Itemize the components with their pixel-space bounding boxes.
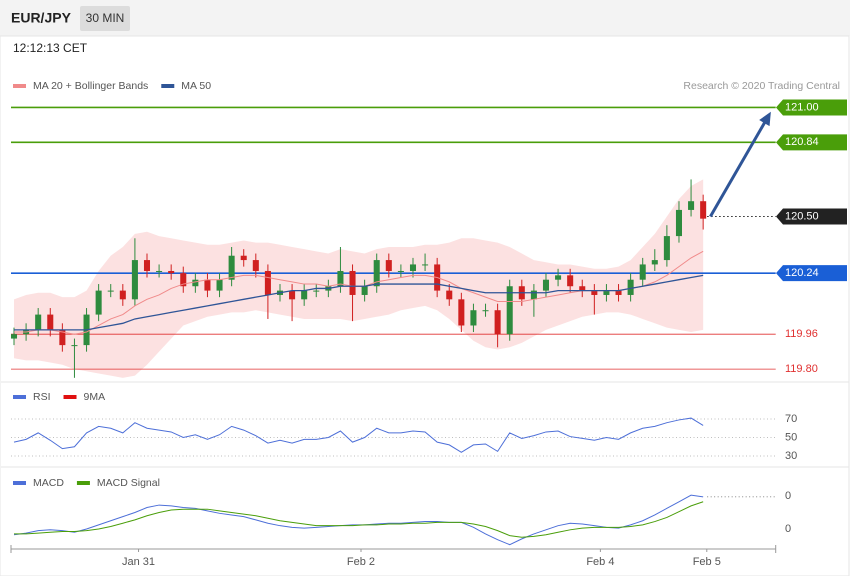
legend-swatch (13, 84, 26, 88)
forecast-arrow-head (759, 111, 771, 127)
x-tick-label: Jan 31 (122, 556, 155, 568)
candle-body (651, 260, 658, 265)
candle-body (458, 299, 465, 326)
forecast-arrow (709, 119, 768, 218)
level-label: 119.80 (785, 363, 818, 375)
level-tag (776, 265, 847, 282)
legend-swatch (13, 481, 26, 485)
candle-body (59, 329, 66, 346)
candle-body (494, 310, 501, 335)
timestamp: 12:12:13 CET (13, 41, 88, 55)
legend-label: RSI (33, 391, 51, 403)
candle-body (216, 279, 223, 291)
candle-body (470, 310, 477, 326)
candle-body (361, 286, 368, 295)
x-tick-label: Feb 5 (693, 556, 721, 568)
candle-body (349, 270, 356, 295)
candle-body (180, 273, 187, 287)
candle-body (373, 260, 380, 287)
level-tag (776, 99, 847, 116)
bollinger-band (14, 179, 704, 378)
candle-body (143, 260, 151, 271)
y-tick-label: 50 (785, 431, 797, 443)
legend-swatch (13, 395, 26, 399)
candle-body (627, 279, 634, 295)
candle-body (107, 290, 114, 292)
candle-body (639, 264, 646, 280)
candle-body (71, 345, 78, 347)
candle-body (313, 290, 320, 292)
x-tick-label: Feb 4 (586, 556, 614, 568)
header-bar (0, 0, 850, 36)
level-tag (776, 134, 847, 151)
candle-body (603, 290, 610, 295)
candle-body (47, 314, 54, 330)
candle-body (700, 201, 707, 219)
x-tick-label: Feb 2 (347, 556, 375, 568)
level-label: 120.24 (785, 267, 819, 279)
level-label: 121.00 (785, 101, 819, 113)
candle-body (204, 279, 211, 291)
candle-body (95, 290, 102, 315)
y-tick-label: 30 (785, 450, 797, 462)
legend-label: MA 50 (181, 80, 211, 92)
interval[interactable]: 30 MIN (86, 11, 125, 25)
candle-body (530, 290, 537, 300)
y-tick-label: 0 (785, 490, 791, 502)
legend-label: MA 20 + Bollinger Bands (33, 80, 148, 92)
candle-body (615, 290, 622, 295)
candle-body (264, 270, 271, 295)
level-label: 119.96 (785, 328, 818, 340)
interval-badge[interactable] (80, 6, 130, 31)
candle-body (579, 286, 586, 291)
symbol: EUR/JPY (11, 10, 72, 26)
candle-body (397, 270, 404, 272)
candle-body (446, 290, 453, 300)
level-tag (776, 208, 847, 225)
level-label: 120.84 (785, 136, 819, 148)
candle-body (192, 279, 199, 287)
indicator-line (13, 417, 704, 453)
legend-label: MACD Signal (97, 477, 160, 489)
candle-body (409, 264, 417, 271)
candle-body (337, 270, 344, 287)
candle-body (131, 260, 138, 300)
candle-body (35, 314, 42, 330)
y-tick-label: 0 (785, 523, 791, 535)
candle-body (10, 334, 18, 339)
candle-body (240, 255, 247, 261)
legend-swatch (161, 84, 175, 88)
candle-body (168, 270, 175, 274)
y-tick-label: 70 (785, 413, 797, 425)
candle-body (591, 290, 598, 295)
candle-body (567, 275, 574, 287)
legend-swatch (63, 395, 77, 399)
candle-body (228, 255, 235, 280)
legend-swatch (76, 481, 90, 485)
candle-body (663, 236, 670, 261)
credit: Research © 2020 Trading Central (683, 80, 840, 92)
indicator-line (14, 501, 704, 538)
candle-body (252, 260, 259, 271)
candle-body (301, 290, 308, 300)
candle-body (555, 275, 562, 280)
candle-body (506, 286, 513, 335)
legend-label: MACD (33, 477, 64, 489)
candle-body (422, 264, 429, 266)
level-label: 120.50 (785, 210, 819, 222)
candle-body (675, 209, 682, 237)
candle-body (289, 290, 296, 300)
candle-body (688, 201, 695, 210)
candle-body (482, 310, 489, 312)
ma-line (14, 274, 704, 331)
candle-body (119, 290, 126, 300)
candle-body (542, 279, 550, 291)
candle-body (385, 260, 392, 271)
candle-body (156, 270, 163, 272)
legend-label: 9MA (84, 391, 106, 403)
